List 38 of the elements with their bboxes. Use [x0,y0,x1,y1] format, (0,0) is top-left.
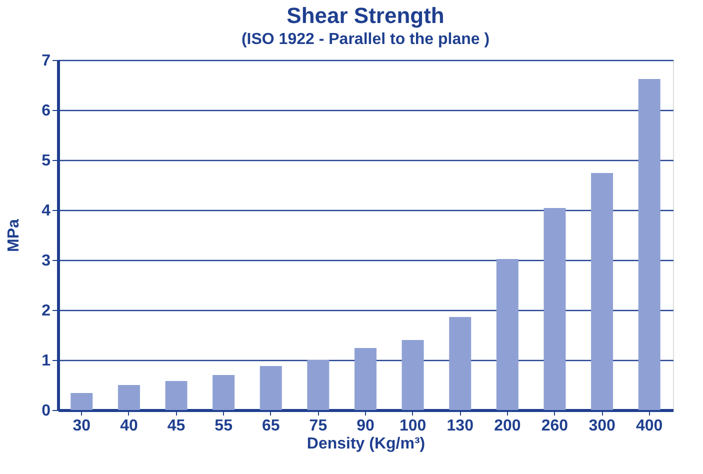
bar [212,375,235,410]
bar [638,79,660,410]
chart-subtitle: (ISO 1922 - Parallel to the plane ) [241,31,490,48]
x-tick-label: 40 [120,418,138,434]
y-tick-label: 7 [42,52,51,70]
x-tick-label: 90 [356,418,374,434]
y-tick-label: 6 [42,102,51,120]
x-tick-label: 400 [636,418,663,434]
y-tick-label: 3 [42,252,51,270]
y-tick-label: 5 [42,152,51,170]
bar [260,366,282,410]
x-tick-label: 45 [167,418,186,434]
x-axis-title: Density (Kg/m³) [306,436,426,452]
x-tick-label: 200 [494,418,521,434]
bar [449,317,472,410]
y-tick-label: 1 [42,352,51,370]
x-tick-label: 260 [541,418,568,434]
bar [544,208,566,410]
x-tick-label: 65 [262,418,280,434]
bar [118,385,140,410]
y-tick-label: 2 [42,302,51,320]
bar [591,173,614,410]
x-tick-label: 55 [214,418,233,434]
bar [496,259,518,410]
bar [354,348,376,410]
y-axis-title: MPa [6,218,23,252]
bar [307,360,330,410]
bar [402,340,424,410]
x-tick-label: 100 [399,418,426,434]
bar [165,381,188,410]
bar [70,393,93,410]
x-tick-label: 300 [588,418,616,434]
y-tick-label: 4 [42,202,51,220]
x-tick-label: 30 [72,418,91,434]
chart-title: Shear Strength [286,3,444,28]
y-tick-label: 0 [42,402,51,420]
x-tick-label: 75 [309,418,328,434]
x-tick-label: 130 [446,418,474,434]
